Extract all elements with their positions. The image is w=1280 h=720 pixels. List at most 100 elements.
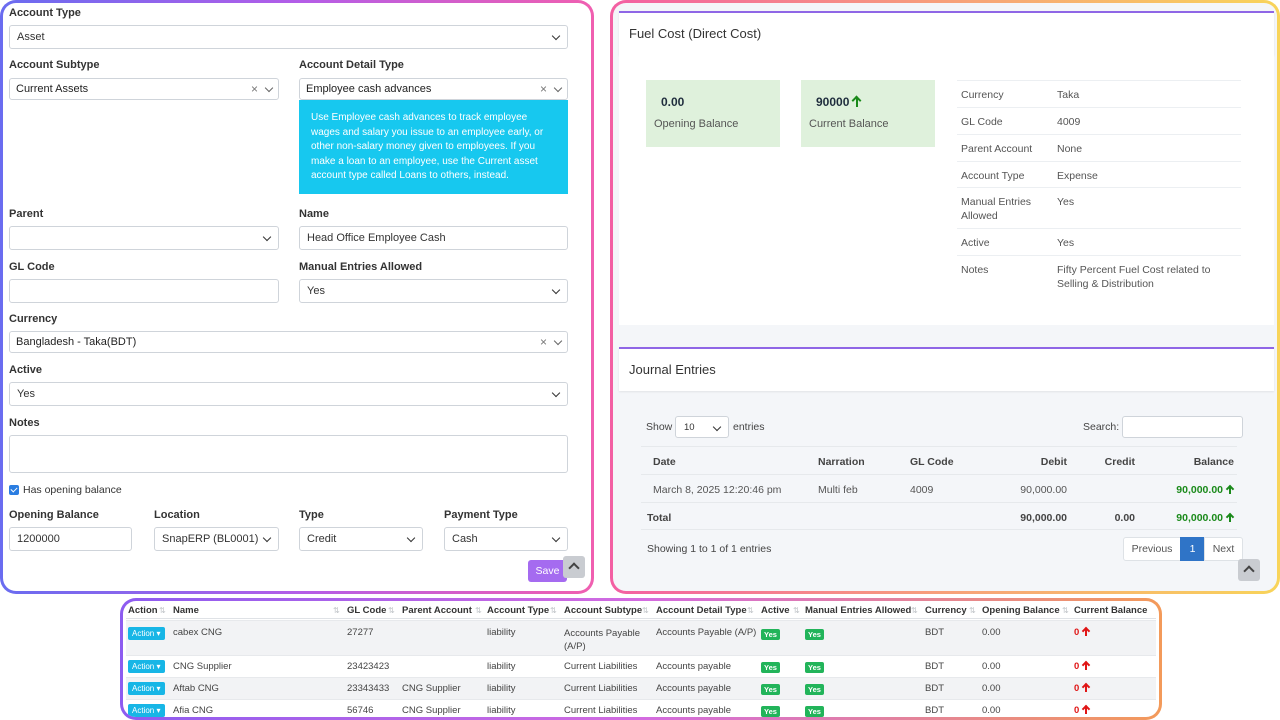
col-currency[interactable]: Currency	[925, 605, 967, 616]
account-opening: 0.00	[982, 627, 1001, 638]
clear-icon[interactable]: ×	[539, 335, 547, 349]
sort-icon: ⇅	[969, 606, 976, 615]
col-credit[interactable]: Credit	[1104, 456, 1135, 468]
detail-key: Notes	[961, 264, 989, 276]
account-subtype: Current Liabilities	[564, 683, 638, 694]
col-date[interactable]: Date	[653, 456, 676, 468]
col-debit[interactable]: Debit	[1040, 456, 1067, 468]
col-current-balance[interactable]: Current Balance	[1074, 605, 1148, 616]
account-card-header: Fuel Cost (Direct Cost)	[619, 11, 1274, 55]
chevron-down-icon	[553, 83, 563, 93]
location-label: Location	[154, 509, 200, 521]
detail-key: Parent Account	[961, 143, 1033, 155]
sort-icon: ⇅	[388, 606, 395, 615]
manual-entries-badge: Yes	[805, 629, 824, 640]
account-type: liability	[487, 661, 516, 672]
sort-icon: ⇅	[550, 606, 557, 615]
col-active[interactable]: Active	[761, 605, 790, 616]
name-input[interactable]: Head Office Employee Cash	[299, 226, 568, 250]
current-balance-value-wrap: 90000	[816, 95, 862, 109]
account-detail-view: Fuel Cost (Direct Cost) 0.00 Opening Bal…	[613, 3, 1277, 591]
detail-row: Manual Entries Allowed Yes	[957, 187, 1241, 228]
active-badge: Yes	[761, 629, 780, 640]
account-gl: 56746	[347, 705, 374, 716]
sort-icon: ⇅	[642, 606, 649, 615]
action-dropdown-button[interactable]: Action ▾	[128, 682, 165, 695]
action-dropdown-button[interactable]: Action ▾	[128, 660, 165, 673]
page-size-select[interactable]: 10	[675, 416, 729, 438]
col-action[interactable]: Action	[128, 605, 158, 616]
detail-value: 4009	[1057, 116, 1081, 128]
active-badge: Yes	[761, 684, 780, 695]
detail-row: Notes Fifty Percent Fuel Cost related to…	[957, 255, 1241, 297]
clear-icon[interactable]: ×	[250, 82, 258, 96]
opening-balance-input[interactable]: 1200000	[9, 527, 132, 551]
col-narration[interactable]: Narration	[818, 456, 865, 468]
search-input[interactable]	[1122, 416, 1243, 438]
chevron-down-icon	[553, 336, 563, 346]
account-type: liability	[487, 705, 516, 716]
gl-code-input[interactable]	[9, 279, 279, 303]
account-current: 0	[1074, 627, 1090, 638]
name-label: Name	[299, 208, 329, 220]
account-opening: 0.00	[982, 683, 1001, 694]
action-label: Action	[132, 684, 155, 693]
account-current: 0	[1074, 661, 1090, 672]
next-button[interactable]: Next	[1204, 537, 1243, 561]
accounts-header-row: Action Name GL Code Parent Account Accou…	[126, 601, 1156, 619]
currency-select[interactable]: Bangladesh - Taka(BDT) ×	[9, 331, 568, 353]
action-dropdown-button[interactable]: Action ▾	[128, 627, 165, 640]
col-name[interactable]: Name	[173, 605, 199, 616]
payment-type-label: Payment Type	[444, 509, 518, 521]
action-label: Action	[132, 706, 155, 715]
gl-code-label: GL Code	[9, 261, 55, 273]
arrow-up-icon	[1082, 683, 1090, 692]
current-balance-value: 90000	[816, 95, 850, 109]
account-subtype: Accounts Payable (A/P)	[564, 628, 641, 652]
scroll-to-top-button[interactable]	[1238, 559, 1260, 581]
col-parent-account[interactable]: Parent Account	[402, 605, 472, 616]
action-dropdown-button[interactable]: Action ▾	[128, 704, 165, 717]
entry-narration: Multi feb	[818, 484, 858, 496]
arrow-up-icon	[1226, 513, 1234, 522]
col-gl-code[interactable]: GL Code	[347, 605, 387, 616]
scroll-to-top-button[interactable]	[563, 556, 585, 578]
payment-type-select[interactable]: Cash	[444, 527, 568, 551]
col-balance[interactable]: Balance	[1193, 456, 1234, 468]
account-detail-panel: Fuel Cost (Direct Cost) 0.00 Opening Bal…	[610, 0, 1280, 594]
detail-key: Account Type	[961, 170, 1025, 182]
detail-value: Expense	[1057, 170, 1098, 182]
account-detail-type-select[interactable]: Employee cash advances ×	[299, 78, 568, 100]
col-opening-balance[interactable]: Opening Balance	[982, 605, 1060, 616]
col-gl-code[interactable]: GL Code	[910, 456, 954, 468]
col-manual-entries[interactable]: Manual Entries Allowed	[805, 605, 912, 616]
col-account-detail-type[interactable]: Account Detail Type	[656, 605, 747, 616]
has-opening-balance-checkbox[interactable]	[9, 485, 19, 495]
save-button[interactable]: Save	[528, 560, 567, 582]
account-gl: 27277	[347, 627, 374, 638]
parent-label: Parent	[9, 208, 44, 220]
type-select[interactable]: Credit	[299, 527, 423, 551]
clear-icon[interactable]: ×	[539, 82, 547, 96]
account-gl: 23423423	[347, 661, 390, 672]
total-balance: 90,000.00	[1176, 512, 1234, 524]
opening-balance-caption: Opening Balance	[654, 118, 739, 130]
manual-entries-select[interactable]: Yes	[299, 279, 568, 303]
account-subtype-select[interactable]: Current Assets ×	[9, 78, 279, 100]
col-account-type[interactable]: Account Type	[487, 605, 550, 616]
active-select[interactable]: Yes	[9, 382, 568, 406]
entry-gl: 4009	[910, 484, 934, 496]
notes-textarea[interactable]	[9, 435, 568, 473]
col-account-subtype[interactable]: Account Subtype	[564, 605, 643, 616]
arrow-up-icon	[852, 96, 862, 107]
location-select[interactable]: SnapERP (BL0001)	[154, 527, 279, 551]
account-subtype-value: Current Assets	[16, 83, 89, 95]
parent-select[interactable]	[9, 226, 279, 250]
previous-button[interactable]: Previous	[1123, 537, 1181, 561]
account-type-select[interactable]: Asset	[9, 25, 568, 49]
table-row: Action ▾ cabex CNG 27277 liability Accou…	[126, 620, 1156, 655]
page-1-button[interactable]: 1	[1180, 537, 1205, 561]
account-type: liability	[487, 627, 516, 638]
entry-date: March 8, 2025 12:20:46 pm	[653, 484, 782, 496]
total-row: Total 90,000.00 0.00 90,000.00	[641, 502, 1237, 530]
